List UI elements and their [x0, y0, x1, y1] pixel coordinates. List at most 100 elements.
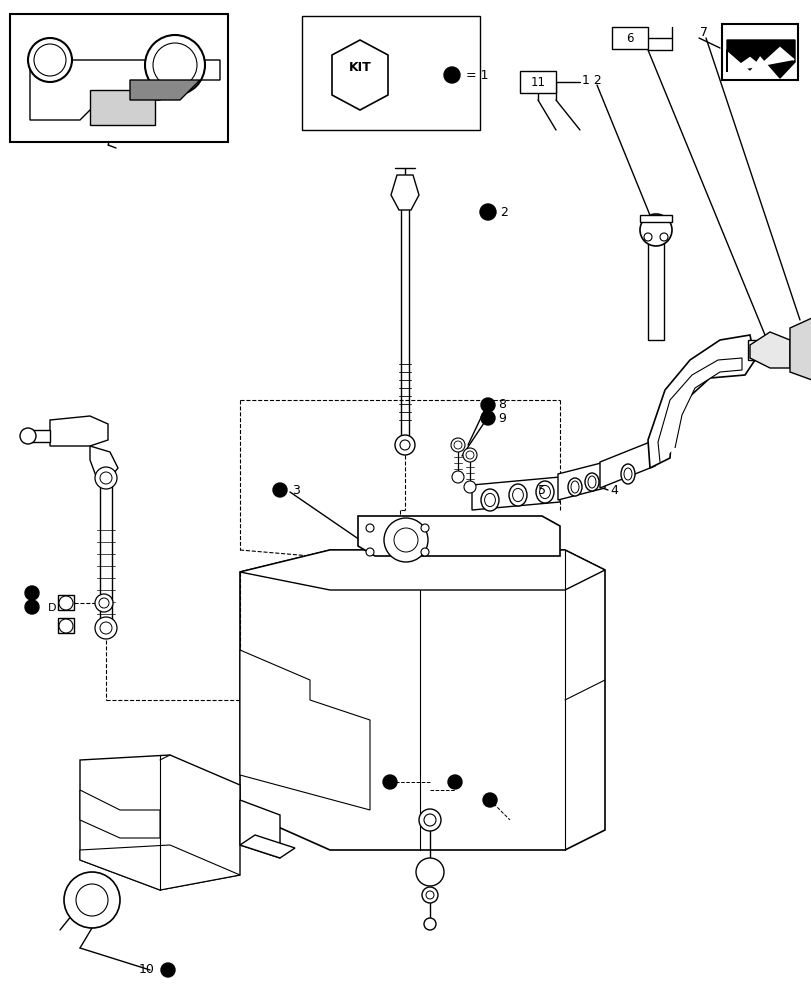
Ellipse shape	[584, 473, 599, 491]
Bar	[611, 27, 647, 49]
Circle shape	[643, 233, 651, 241]
Bar	[302, 16, 479, 130]
Ellipse shape	[508, 484, 526, 506]
Polygon shape	[240, 550, 604, 850]
Text: 7: 7	[699, 26, 707, 39]
Circle shape	[480, 411, 495, 425]
Circle shape	[99, 598, 109, 608]
Text: 2: 2	[500, 206, 507, 219]
Circle shape	[20, 428, 36, 444]
Circle shape	[100, 622, 112, 634]
Polygon shape	[657, 358, 741, 462]
Circle shape	[272, 483, 286, 497]
Circle shape	[95, 594, 113, 612]
Polygon shape	[58, 618, 74, 633]
Circle shape	[483, 793, 496, 807]
Ellipse shape	[623, 468, 631, 480]
Bar	[519, 71, 556, 93]
Polygon shape	[639, 215, 672, 222]
Text: 10: 10	[139, 963, 155, 976]
Circle shape	[422, 887, 437, 903]
Polygon shape	[80, 755, 240, 890]
Circle shape	[393, 528, 418, 552]
Polygon shape	[729, 48, 793, 72]
Circle shape	[152, 43, 197, 87]
Circle shape	[394, 435, 414, 455]
Circle shape	[384, 518, 427, 562]
Circle shape	[95, 617, 117, 639]
Polygon shape	[647, 335, 754, 468]
Circle shape	[28, 38, 72, 82]
Polygon shape	[391, 175, 418, 210]
Polygon shape	[240, 550, 604, 590]
Circle shape	[383, 775, 397, 789]
Circle shape	[95, 467, 117, 489]
Circle shape	[423, 918, 436, 930]
Polygon shape	[789, 318, 811, 380]
Text: 11: 11	[530, 76, 545, 89]
Polygon shape	[130, 80, 200, 100]
Text: 9: 9	[497, 412, 505, 424]
Text: 8: 8	[497, 398, 505, 412]
Circle shape	[639, 214, 672, 246]
Polygon shape	[50, 416, 108, 446]
Circle shape	[420, 524, 428, 532]
Ellipse shape	[570, 481, 578, 493]
Polygon shape	[30, 60, 220, 120]
Circle shape	[462, 448, 476, 462]
Circle shape	[415, 858, 444, 886]
Text: D: D	[48, 603, 56, 613]
Circle shape	[444, 67, 460, 83]
Polygon shape	[557, 462, 604, 500]
Circle shape	[64, 872, 120, 928]
Circle shape	[366, 524, 374, 532]
Ellipse shape	[587, 476, 595, 488]
Polygon shape	[58, 595, 74, 610]
Circle shape	[25, 586, 39, 600]
Circle shape	[659, 233, 667, 241]
Text: 6: 6	[625, 32, 633, 45]
Circle shape	[463, 481, 475, 493]
Polygon shape	[471, 477, 560, 510]
Polygon shape	[80, 790, 160, 838]
Ellipse shape	[480, 489, 499, 511]
Polygon shape	[90, 446, 118, 478]
Ellipse shape	[620, 464, 634, 484]
Text: 3: 3	[292, 484, 299, 496]
Text: 1 2: 1 2	[581, 74, 601, 87]
Circle shape	[480, 398, 495, 412]
Ellipse shape	[535, 481, 553, 503]
Circle shape	[420, 548, 428, 556]
Circle shape	[25, 600, 39, 614]
Polygon shape	[358, 516, 560, 556]
Circle shape	[423, 814, 436, 826]
Circle shape	[34, 44, 66, 76]
Circle shape	[161, 963, 175, 977]
Polygon shape	[332, 40, 388, 110]
Circle shape	[452, 471, 463, 483]
Polygon shape	[240, 800, 280, 858]
Bar	[10, 14, 228, 142]
Polygon shape	[80, 845, 240, 890]
Bar	[721, 24, 797, 80]
Circle shape	[426, 891, 433, 899]
Circle shape	[450, 438, 465, 452]
Polygon shape	[749, 332, 789, 368]
Polygon shape	[747, 340, 809, 360]
Polygon shape	[28, 430, 50, 442]
Polygon shape	[90, 90, 155, 125]
Circle shape	[479, 204, 496, 220]
Circle shape	[453, 441, 461, 449]
Circle shape	[100, 472, 112, 484]
Circle shape	[59, 596, 73, 610]
Text: 4: 4	[609, 484, 617, 496]
Polygon shape	[240, 835, 294, 858]
Text: KIT: KIT	[348, 61, 371, 74]
Circle shape	[466, 451, 474, 459]
Text: = 1: = 1	[466, 69, 488, 82]
Circle shape	[76, 884, 108, 916]
Circle shape	[145, 35, 204, 95]
Ellipse shape	[484, 493, 495, 507]
Circle shape	[418, 809, 440, 831]
Polygon shape	[599, 440, 654, 488]
